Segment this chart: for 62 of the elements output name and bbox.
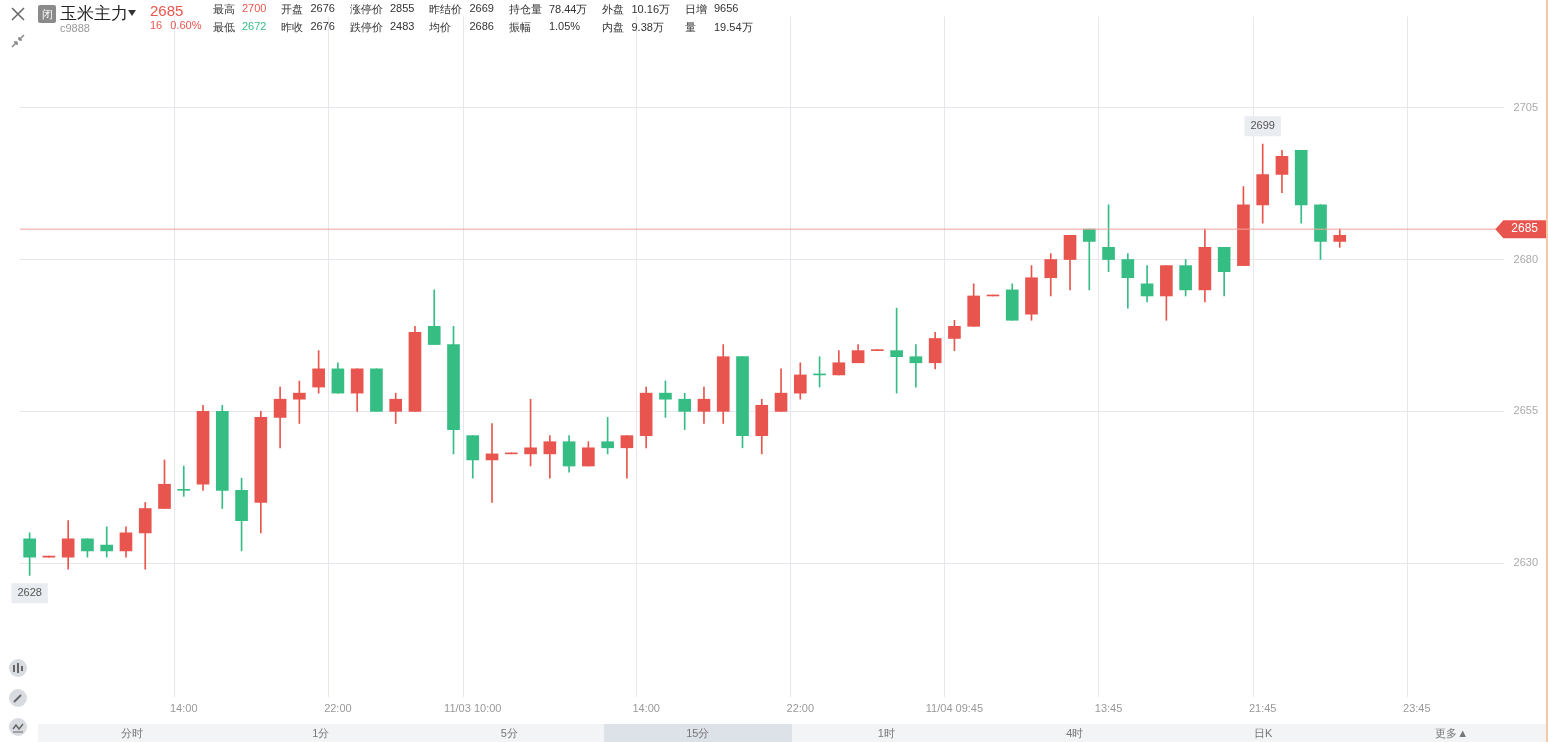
annotation: 2676 bbox=[310, 20, 335, 34]
annotation: 最低 bbox=[213, 20, 235, 35]
text: 10.16万 bbox=[631, 2, 670, 17]
annotation: 闭 bbox=[38, 5, 56, 23]
annotation: 2628 bbox=[17, 586, 42, 599]
y-tick-label: 2630 bbox=[1513, 556, 1539, 569]
text: 持仓量 bbox=[508, 2, 542, 17]
text: 2855 bbox=[389, 2, 415, 16]
x-tick-label: 13:45 bbox=[1094, 702, 1123, 715]
x-tick-label: 14:00 bbox=[170, 702, 198, 715]
text: 更多▲ bbox=[1434, 726, 1470, 741]
text: 日K bbox=[1253, 726, 1274, 741]
text: 78.44万 bbox=[548, 2, 588, 17]
text: 9656 bbox=[714, 2, 740, 16]
annotation: 1.05% bbox=[548, 20, 582, 34]
text: 2669 bbox=[469, 2, 494, 16]
x-tick-label: 14:00 bbox=[632, 702, 660, 715]
x-tick-label: 21:45 bbox=[1248, 702, 1277, 715]
text: 涨停价 bbox=[349, 2, 383, 17]
annotation: 9.38万 bbox=[631, 20, 665, 35]
annotation: 内盘 bbox=[602, 20, 625, 35]
text: 分时 bbox=[120, 726, 145, 741]
annotation: 昨收 bbox=[281, 20, 304, 35]
text: 昨结价 bbox=[429, 2, 463, 17]
x-tick-label: 11/04 09:45 bbox=[925, 702, 984, 715]
y-tick-label: 2705 bbox=[1513, 100, 1539, 113]
text: 1分 bbox=[311, 726, 331, 741]
y-tick-label: 2680 bbox=[1513, 252, 1539, 265]
annotation: 0.60% bbox=[170, 19, 202, 31]
candlestick bbox=[1082, 228, 1096, 291]
annotation: 19.54万 bbox=[714, 20, 753, 35]
ref-line-label: 2685 bbox=[1511, 221, 1539, 236]
annotation: 2699 bbox=[1250, 119, 1275, 132]
x-tick-label: 23:45 bbox=[1403, 702, 1431, 715]
text: c9888 bbox=[60, 22, 90, 34]
annotation: 2672 bbox=[242, 20, 267, 34]
text: 1时 bbox=[876, 726, 896, 741]
annotation: 2483 bbox=[389, 20, 415, 34]
text: 开盘 bbox=[281, 2, 304, 17]
annotation: 2685 bbox=[150, 2, 184, 19]
candlestick bbox=[909, 344, 923, 388]
annotation: 振幅 bbox=[508, 20, 532, 35]
y-tick-label: 2655 bbox=[1513, 404, 1539, 417]
text: 最高 bbox=[213, 2, 235, 17]
text: 5分 bbox=[499, 726, 519, 741]
text: 2676 bbox=[310, 2, 335, 16]
annotation: 16 bbox=[150, 19, 163, 31]
annotation: 跌停价 bbox=[349, 20, 383, 35]
text: 2700 bbox=[242, 2, 267, 16]
text: 4时 bbox=[1065, 726, 1085, 741]
candlestick bbox=[177, 465, 191, 497]
text: 外盘 bbox=[602, 2, 625, 17]
x-tick-label: 22:00 bbox=[786, 702, 815, 715]
candlestick bbox=[100, 526, 114, 558]
text: 日增 bbox=[685, 2, 707, 17]
x-tick-label: 11/03 10:00 bbox=[444, 702, 502, 715]
annotation: 量 bbox=[685, 20, 697, 35]
x-tick-label: 22:00 bbox=[324, 702, 352, 715]
text: 15分 bbox=[603, 724, 792, 742]
chart-title: 玉米主力 bbox=[60, 3, 128, 24]
annotation: 均价 bbox=[429, 20, 453, 35]
annotation: 2686 bbox=[469, 20, 494, 34]
